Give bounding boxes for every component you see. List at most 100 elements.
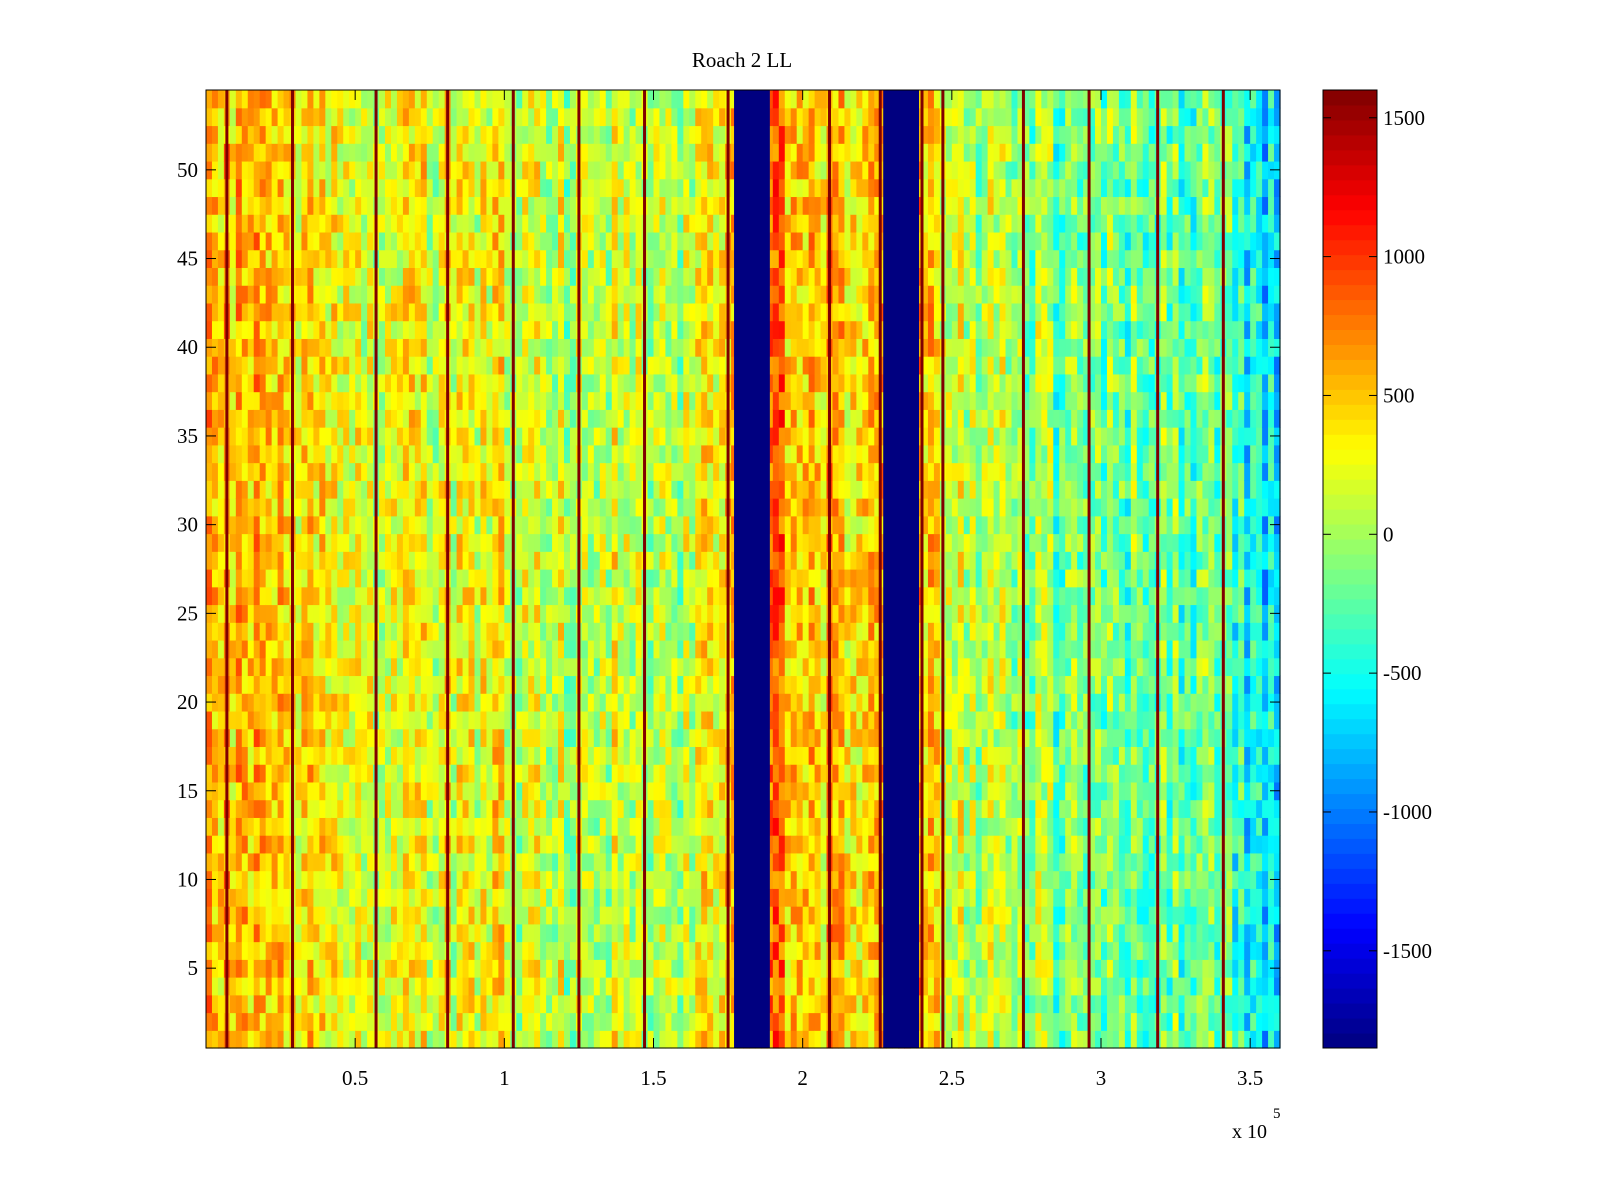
heatmap-cell: [229, 498, 237, 517]
heatmap-cell: [665, 888, 672, 907]
heatmap-cell: [319, 728, 326, 748]
heatmap-cell: [211, 214, 219, 233]
heatmap-cell: [540, 764, 547, 783]
heatmap-cell: [325, 302, 332, 322]
heatmap-cell: [217, 391, 225, 410]
heatmap-cell: [534, 906, 541, 925]
heatmap-cell: [295, 356, 303, 375]
heatmap-cell: [426, 285, 434, 304]
heatmap-cell: [569, 906, 577, 925]
heatmap-cell: [462, 356, 470, 375]
heatmap-cell: [271, 728, 279, 748]
heatmap-cell: [211, 391, 219, 410]
heatmap-cell: [540, 90, 547, 109]
heatmap-cell: [385, 728, 392, 748]
heatmap-cell: [522, 852, 529, 872]
heatmap-cell: [665, 515, 672, 535]
heatmap-cell: [647, 302, 655, 322]
heatmap-cell: [647, 338, 655, 357]
heatmap-cell: [659, 427, 667, 446]
heatmap-cell: [379, 870, 386, 889]
heatmap-cell: [486, 302, 493, 322]
heatmap-cell: [390, 551, 398, 570]
heatmap-cell: [253, 728, 261, 748]
heatmap-cell: [367, 391, 374, 410]
heatmap-cell: [402, 639, 410, 659]
heatmap-cell: [695, 799, 702, 818]
heatmap-cell: [522, 870, 529, 889]
heatmap-cell: [211, 746, 219, 765]
heatmap-cell: [414, 125, 422, 144]
heatmap-cell: [701, 107, 708, 127]
heatmap-cell: [396, 941, 404, 960]
heatmap-cell: [719, 427, 726, 446]
heatmap-cell: [617, 888, 625, 907]
heatmap-cell: [653, 693, 661, 712]
heatmap-cell: [343, 835, 350, 854]
heatmap-cell: [420, 852, 428, 872]
heatmap-cell: [283, 870, 291, 889]
heatmap-cell: [504, 320, 511, 339]
heatmap-cell: [689, 710, 696, 730]
heatmap-cell: [516, 675, 523, 694]
heatmap-cell: [528, 143, 535, 162]
heatmap-cell: [331, 462, 338, 481]
heatmap-cell: [313, 462, 320, 481]
heatmap-cell: [593, 888, 601, 907]
heatmap-cell: [647, 107, 655, 127]
heatmap-cell: [659, 728, 667, 748]
heatmap-cell: [247, 338, 255, 357]
heatmap-cell: [229, 1030, 237, 1049]
heatmap-cell: [677, 125, 684, 144]
heatmap-cell: [462, 551, 470, 570]
heatmap-cell: [343, 710, 350, 730]
heatmap-cell: [593, 302, 601, 322]
heatmap-cell: [534, 746, 541, 765]
heatmap-cell: [211, 622, 219, 641]
heatmap-cell: [528, 675, 535, 694]
heatmap-cell: [343, 551, 350, 570]
heatmap-cell: [229, 143, 237, 162]
heatmap-cell: [241, 888, 249, 907]
heatmap-cell: [581, 107, 589, 127]
heatmap-cell: [259, 941, 267, 960]
heatmap-cell: [408, 391, 416, 410]
heatmap-cell: [450, 888, 458, 907]
heatmap-cell: [241, 143, 249, 162]
heatmap-cell: [498, 923, 505, 943]
heatmap-cell: [599, 728, 607, 748]
heatmap-cell: [534, 852, 541, 872]
heatmap-cell: [569, 107, 577, 127]
heatmap-cell: [206, 196, 213, 215]
heatmap-cell: [611, 444, 619, 464]
heatmap-cell: [259, 249, 267, 269]
heatmap-cell: [349, 498, 356, 517]
heatmap-cell: [355, 586, 362, 606]
heatmap-cell: [331, 444, 338, 464]
heatmap-cell: [211, 852, 219, 872]
heatmap-cell: [319, 959, 326, 978]
heatmap-cell: [259, 799, 267, 818]
heatmap-cell: [235, 799, 243, 818]
heatmap-cell: [456, 569, 464, 588]
heatmap-cell: [486, 498, 493, 517]
heatmap-cell: [426, 799, 434, 818]
heatmap-cell: [522, 728, 529, 748]
heatmap-cell: [558, 498, 565, 517]
heatmap-cell: [534, 835, 541, 854]
heatmap-cell: [396, 639, 404, 659]
heatmap-cell: [552, 959, 559, 978]
heatmap-cell: [355, 781, 362, 801]
heatmap-cell: [653, 90, 661, 109]
heatmap-cell: [581, 923, 589, 943]
heatmap-cell: [498, 285, 505, 304]
heatmap-cell: [593, 639, 601, 659]
heatmap-cell: [629, 125, 637, 144]
heatmap-cell: [522, 267, 529, 286]
heatmap-cell: [319, 710, 326, 730]
heatmap-cell: [713, 852, 720, 872]
heatmap-cell: [569, 1030, 577, 1049]
heatmap-cell: [659, 338, 667, 357]
heatmap-cell: [522, 107, 529, 127]
heatmap-cell: [498, 533, 505, 552]
